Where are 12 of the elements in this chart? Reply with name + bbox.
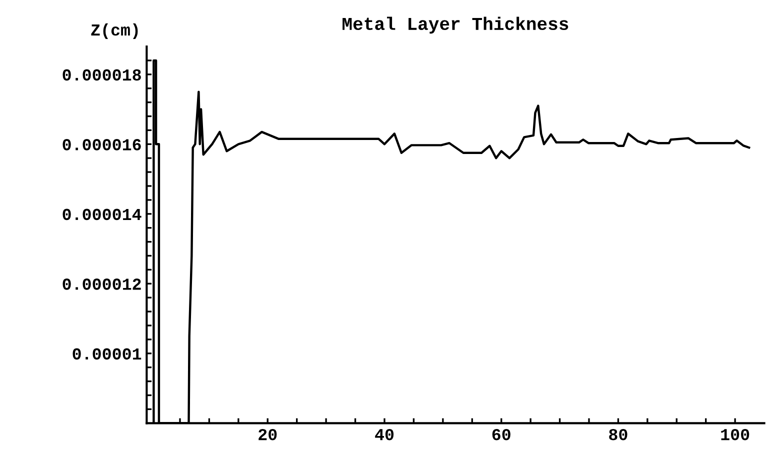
- x-tick-label: 40: [375, 428, 394, 440]
- y-tick-label: 0.000014: [62, 208, 142, 220]
- x-tick-label: 60: [492, 428, 510, 440]
- y-axis-title: Z(cm): [91, 23, 138, 39]
- x-tick-label: 80: [609, 428, 628, 440]
- y-tick-label: 0.000018: [62, 69, 141, 81]
- y-tick-label: 0.00001: [72, 348, 142, 360]
- y-tick-label: 0.000016: [62, 139, 141, 150]
- x-tick-label: 100: [721, 428, 750, 440]
- x-tick-label: 20: [258, 428, 277, 440]
- chart-title: Metal Layer Thickness: [342, 16, 568, 34]
- y-tick-label: 0.000012: [62, 278, 141, 290]
